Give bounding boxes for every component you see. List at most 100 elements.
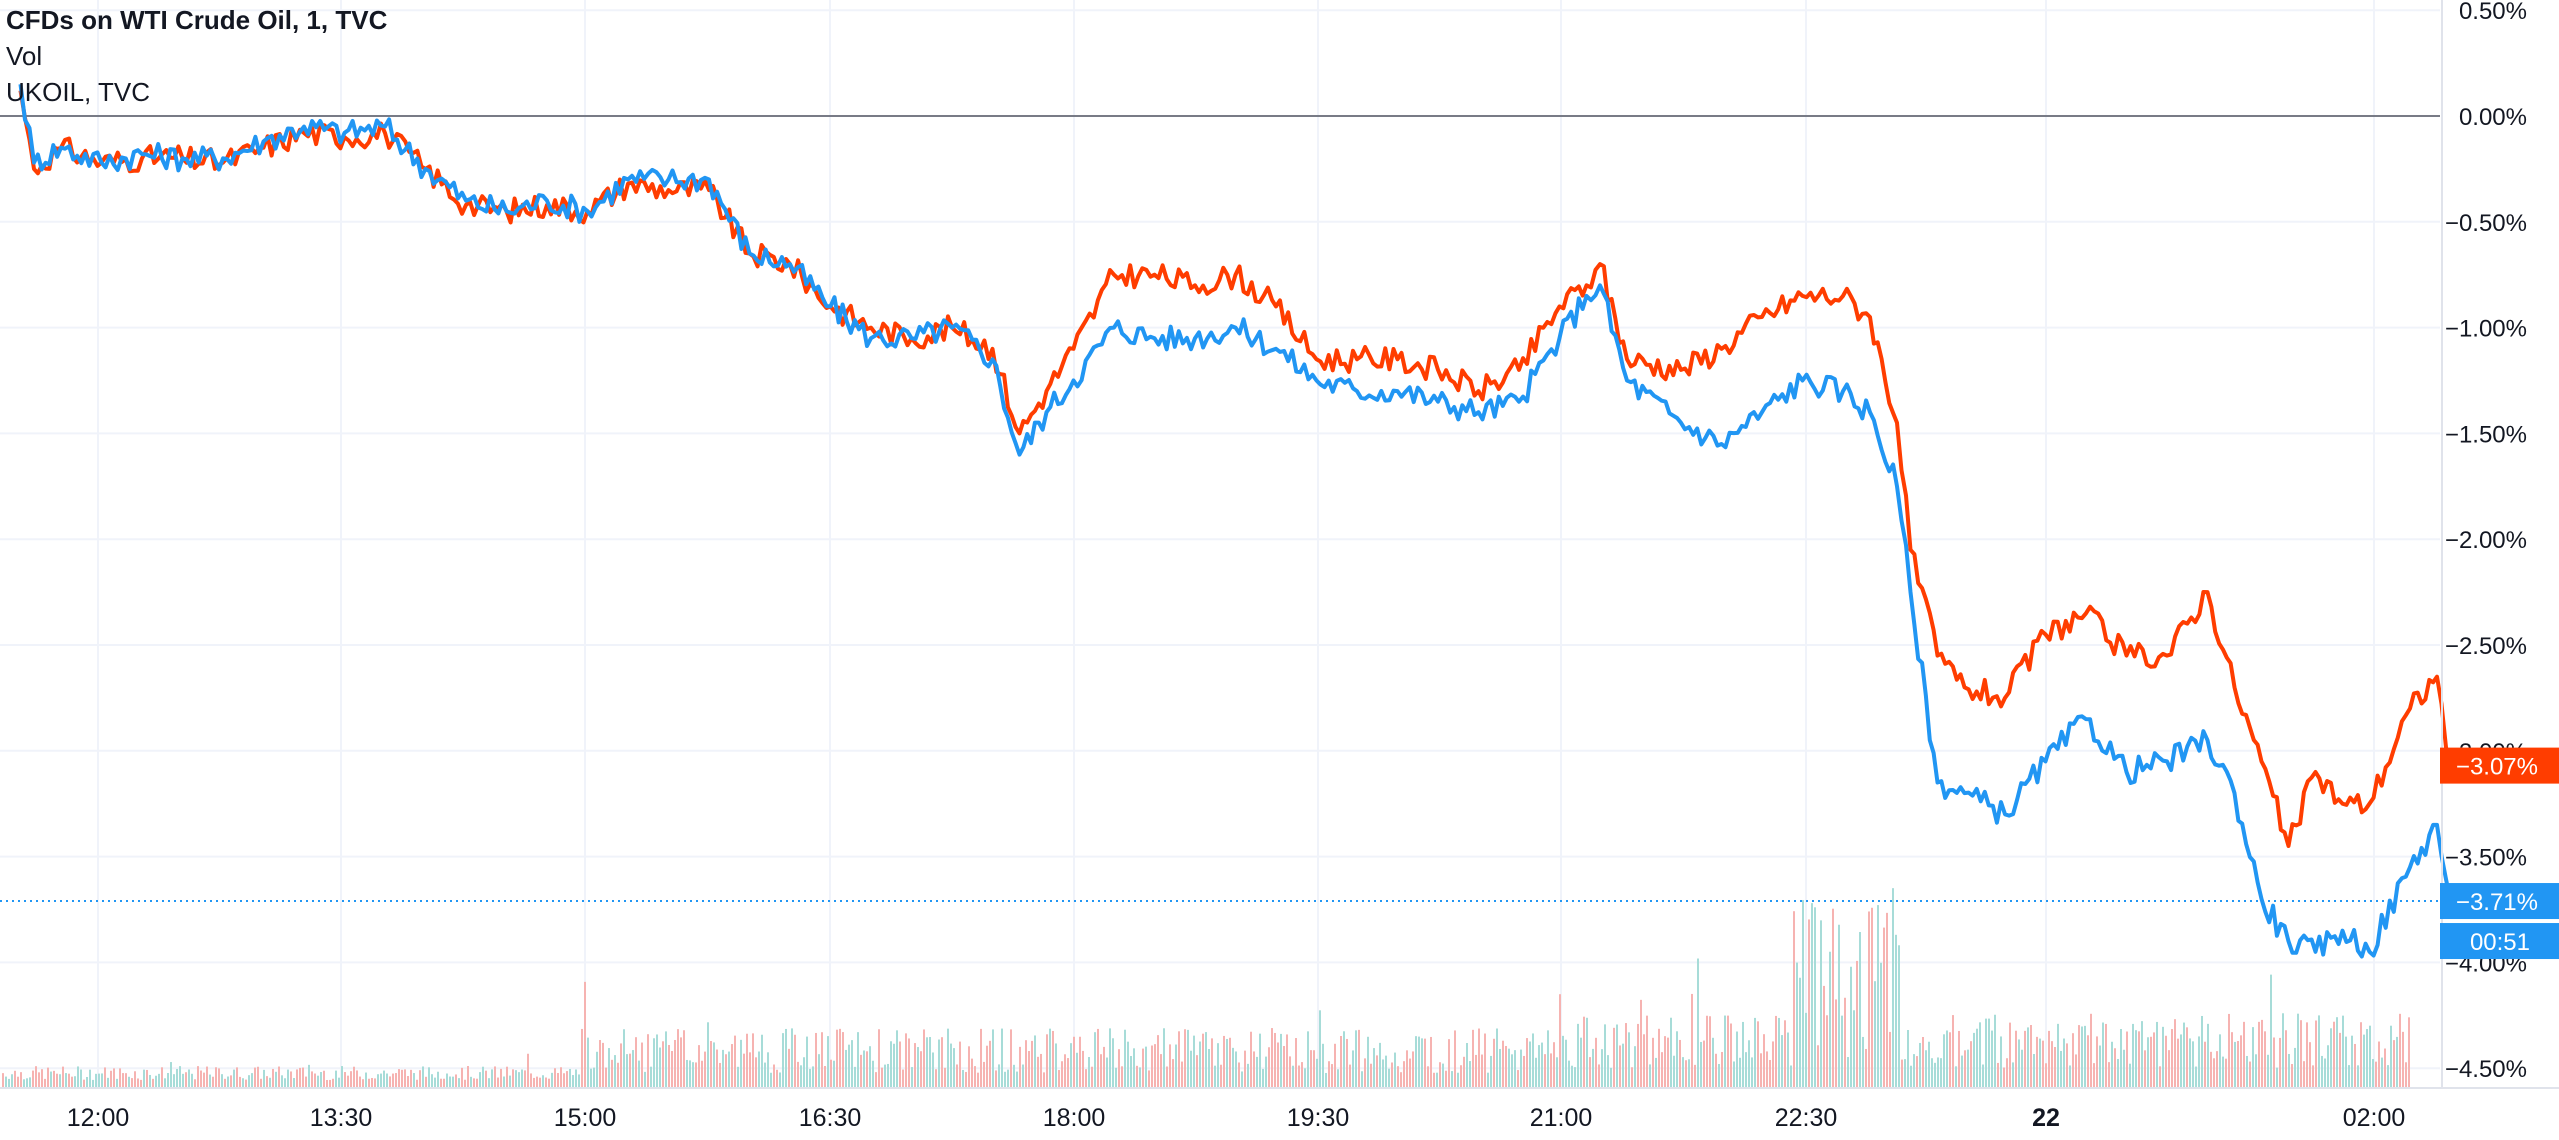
volume-bar	[1685, 1060, 1687, 1088]
volume-bar	[635, 1037, 637, 1088]
legend-title[interactable]: CFDs on WTI Crude Oil, 1, TVC	[6, 5, 388, 35]
volume-bar	[1784, 1020, 1786, 1088]
volume-bar	[5, 1076, 7, 1088]
volume-bar	[1673, 1055, 1675, 1088]
volume-bar	[167, 1073, 169, 1088]
volume-bar	[2378, 1041, 2380, 1088]
volume-bar	[1337, 1069, 1339, 1088]
volume-bar	[2009, 1022, 2011, 1088]
volume-bar	[1181, 1061, 1183, 1088]
volume-bar	[788, 1048, 790, 1088]
volume-bar	[272, 1068, 274, 1088]
volume-bar	[737, 1066, 739, 1088]
volume-bar	[311, 1071, 313, 1088]
volume-bar	[1511, 1054, 1513, 1088]
volume-bar	[1073, 1036, 1075, 1088]
volume-bar	[1583, 1016, 1585, 1088]
volume-bar	[644, 1071, 646, 1088]
volume-bar	[557, 1072, 559, 1088]
volume-bar	[1079, 1036, 1081, 1088]
volume-bar	[215, 1067, 217, 1088]
volume-bar	[1559, 994, 1561, 1088]
volume-bar	[1604, 1024, 1606, 1088]
volume-bar	[2012, 1062, 2014, 1088]
volume-bar	[932, 1052, 934, 1088]
volume-bar	[50, 1071, 52, 1088]
time-axis-label: 12:00	[67, 1104, 130, 1132]
volume-bar	[158, 1073, 160, 1088]
volume-bar	[1040, 1053, 1042, 1088]
time-axis-label: 18:00	[1043, 1104, 1106, 1132]
volume-bar	[350, 1071, 352, 1088]
legend-compare-symbol[interactable]: UKOIL, TVC	[6, 77, 151, 107]
volume-bar	[866, 1051, 868, 1088]
volume-bar	[1199, 1041, 1201, 1088]
volume-bar	[1193, 1035, 1195, 1088]
volume-bar	[674, 1039, 676, 1088]
volume-bar	[1514, 1050, 1516, 1088]
volume-bar	[626, 1054, 628, 1088]
volume-bar	[1718, 1063, 1720, 1088]
volume-bar	[869, 1046, 871, 1088]
wti-last-value: −3.71%	[2456, 889, 2538, 916]
volume-bar	[1331, 1064, 1333, 1088]
volume-bar	[503, 1076, 505, 1088]
volume-bar	[1277, 1042, 1279, 1088]
volume-bar	[17, 1076, 19, 1088]
volume-bar	[455, 1074, 457, 1088]
volume-bar	[119, 1068, 121, 1088]
volume-bar	[857, 1032, 859, 1088]
volume-bar	[314, 1073, 316, 1088]
volume-bar	[806, 1036, 808, 1088]
price-axis-label: 0.50%	[2459, 0, 2527, 25]
volume-bar	[728, 1051, 730, 1088]
volume-bar	[695, 1062, 697, 1088]
volume-bar	[1322, 1043, 1324, 1088]
volume-bar	[2210, 1051, 2212, 1088]
volume-bar	[671, 1051, 673, 1088]
time-axis-label: 02:00	[2343, 1104, 2406, 1132]
volume-bar	[1292, 1065, 1294, 1088]
volume-bar	[2120, 1028, 2122, 1088]
price-axis-label: −1.00%	[2445, 316, 2527, 343]
volume-bar	[392, 1073, 394, 1088]
volume-bar	[236, 1067, 238, 1088]
volume-bar	[581, 1028, 583, 1088]
volume-bar	[1661, 1052, 1663, 1088]
volume-bar	[1415, 1036, 1417, 1088]
volume-bar	[1340, 1036, 1342, 1088]
volume-bar	[38, 1072, 40, 1088]
volume-bar	[983, 1061, 985, 1088]
volume-bar	[713, 1042, 715, 1088]
volume-bar	[1955, 1066, 1957, 1088]
volume-bar	[614, 1055, 616, 1088]
volume-bar	[1178, 1031, 1180, 1088]
volume-bar	[1226, 1038, 1228, 1088]
countdown-bg	[2440, 923, 2559, 960]
volume-bar	[335, 1070, 337, 1088]
volume-bar	[2231, 1032, 2233, 1088]
volume-bar	[2387, 1065, 2389, 1088]
volume-bar	[1709, 1016, 1711, 1088]
volume-bar	[2123, 1049, 2125, 1088]
volume-bar	[1622, 1043, 1624, 1088]
volume-bar	[1520, 1049, 1522, 1088]
volume-bar	[299, 1067, 301, 1088]
volume-bar	[2081, 1026, 2083, 1088]
volume-bar	[68, 1073, 70, 1088]
volume-bar	[1664, 1036, 1666, 1088]
volume-bar	[2342, 1015, 2344, 1088]
volume-bar	[1349, 1064, 1351, 1088]
volume-bar	[764, 1062, 766, 1088]
legend-volume[interactable]: Vol	[6, 41, 43, 71]
volume-bar	[239, 1076, 241, 1088]
volume-bar	[1388, 1068, 1390, 1088]
volume-bar	[2243, 1021, 2245, 1088]
volume-bar	[491, 1069, 493, 1088]
volume-bar	[1211, 1038, 1213, 1088]
volume-bar	[161, 1067, 163, 1088]
volume-bar	[1712, 1037, 1714, 1088]
volume-bar	[422, 1066, 424, 1088]
volume-bar	[845, 1049, 847, 1088]
